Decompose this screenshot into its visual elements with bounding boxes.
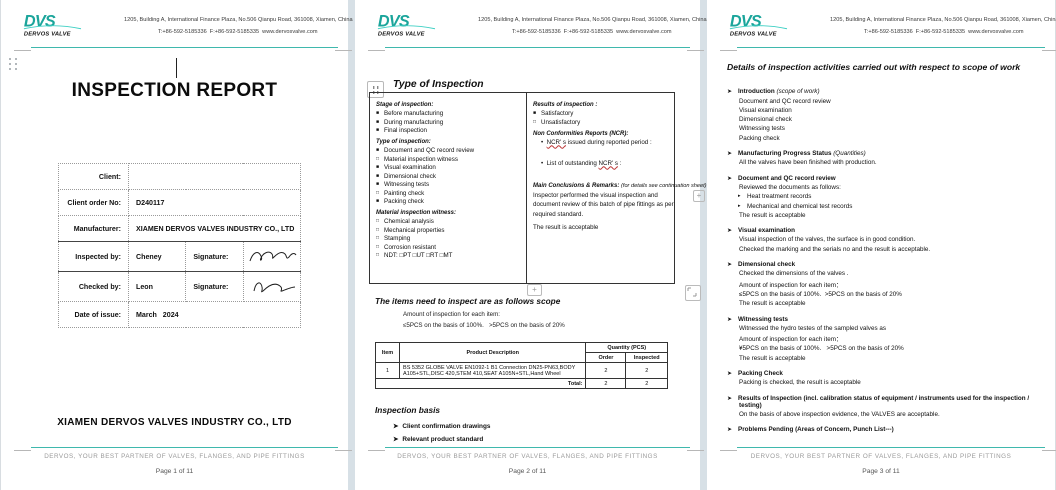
svg-text:DERVOS VALVE: DERVOS VALVE <box>730 31 777 37</box>
svg-text:DERVOS VALVE: DERVOS VALVE <box>24 31 71 37</box>
svg-text:DERVOS VALVE: DERVOS VALVE <box>378 31 425 37</box>
